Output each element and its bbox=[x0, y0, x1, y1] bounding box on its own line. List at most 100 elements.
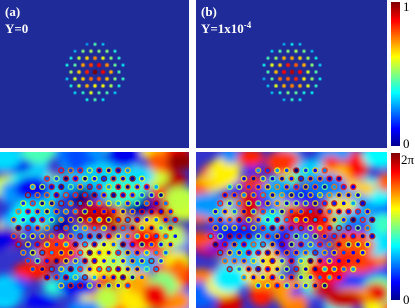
spot bbox=[310, 77, 314, 81]
vortex-core bbox=[341, 201, 346, 206]
vortex-core bbox=[218, 201, 223, 206]
vortex-core bbox=[149, 259, 154, 263]
vortex-core bbox=[270, 176, 275, 181]
vortex-core bbox=[111, 259, 116, 263]
vortex-core bbox=[346, 259, 351, 263]
vortex-core bbox=[322, 217, 327, 222]
vortex-core bbox=[227, 234, 232, 239]
spot bbox=[101, 42, 105, 46]
spot bbox=[73, 91, 77, 95]
vortex-core bbox=[308, 242, 313, 247]
vortex-core bbox=[35, 193, 40, 197]
spot bbox=[117, 56, 121, 60]
vortex-core bbox=[346, 242, 351, 247]
vortex-core bbox=[294, 234, 299, 239]
vortex-core bbox=[303, 185, 308, 189]
spot bbox=[314, 70, 318, 74]
phase-blob bbox=[374, 214, 387, 235]
phase-blob bbox=[142, 283, 168, 308]
vortex-core bbox=[322, 250, 327, 255]
vortex-core bbox=[49, 185, 54, 189]
vortex-core bbox=[83, 176, 87, 181]
spot bbox=[97, 49, 101, 53]
spot bbox=[93, 42, 97, 46]
phase-blob bbox=[147, 152, 168, 172]
vortex-core bbox=[327, 242, 332, 247]
vortex-core bbox=[106, 283, 111, 288]
vortex-core bbox=[135, 250, 140, 255]
vortex-core bbox=[83, 193, 87, 197]
param-exponent: -4 bbox=[244, 20, 252, 30]
vortex-core bbox=[121, 275, 125, 280]
vortex-core bbox=[83, 209, 87, 214]
phase-blob bbox=[164, 186, 189, 212]
vortex-core bbox=[308, 209, 313, 214]
vortex-core bbox=[64, 176, 68, 181]
vortex-core bbox=[111, 226, 116, 230]
vortex-core bbox=[327, 193, 332, 197]
vortex-core bbox=[97, 201, 102, 206]
vortex-core bbox=[318, 259, 322, 263]
vortex-core bbox=[45, 226, 49, 230]
vortex-core bbox=[242, 226, 246, 230]
vortex-core bbox=[64, 209, 68, 214]
vortex-core bbox=[242, 176, 246, 181]
spot bbox=[109, 70, 113, 74]
spot bbox=[101, 98, 105, 102]
vortex-core bbox=[303, 283, 308, 288]
vortex-core bbox=[87, 168, 92, 173]
vortex-core bbox=[125, 234, 130, 239]
spot bbox=[298, 83, 302, 88]
spot bbox=[310, 91, 314, 95]
vortex-core bbox=[261, 193, 265, 197]
vortex-core bbox=[223, 209, 227, 214]
vortex-core bbox=[332, 185, 337, 189]
vortex-core bbox=[294, 250, 299, 255]
vortex-core bbox=[64, 193, 68, 197]
vortex-core bbox=[332, 250, 337, 255]
spot bbox=[293, 63, 299, 68]
vortex-core bbox=[313, 201, 318, 206]
vortex-core bbox=[223, 193, 227, 197]
vortex-core bbox=[163, 234, 168, 239]
vortex-core bbox=[351, 234, 356, 239]
vortex-core bbox=[218, 234, 223, 239]
vortex-core bbox=[73, 242, 78, 247]
spot bbox=[281, 69, 287, 75]
spot bbox=[306, 84, 310, 88]
vortex-core bbox=[111, 275, 116, 280]
vortex-core bbox=[45, 275, 49, 280]
vortex-core bbox=[102, 275, 106, 280]
vortex-core bbox=[102, 209, 106, 214]
vortex-core bbox=[256, 201, 261, 206]
vortex-core bbox=[144, 267, 149, 271]
vortex-core bbox=[256, 250, 261, 255]
vortex-core bbox=[341, 234, 346, 239]
vortex-core bbox=[97, 217, 102, 222]
vortex-core bbox=[318, 209, 322, 214]
vortex-core bbox=[356, 242, 360, 247]
vortex-core bbox=[163, 201, 168, 206]
vortex-core bbox=[154, 185, 159, 189]
vortex-core bbox=[275, 283, 280, 288]
vortex-core bbox=[313, 185, 318, 189]
vortex-core bbox=[246, 217, 251, 222]
vortex-core bbox=[149, 242, 154, 247]
vortex-core bbox=[332, 201, 337, 206]
spot bbox=[96, 76, 102, 81]
phase-blob bbox=[291, 293, 308, 308]
param-base: Υ=1x10 bbox=[201, 21, 244, 36]
phase-blob bbox=[347, 152, 365, 180]
phase-blob bbox=[325, 291, 364, 308]
vortex-core bbox=[223, 242, 227, 247]
panel-label: (b) bbox=[201, 4, 217, 19]
vortex-core bbox=[356, 226, 360, 230]
spot bbox=[69, 56, 73, 60]
vortex-core bbox=[140, 259, 144, 263]
spot bbox=[100, 69, 106, 75]
vortex-core bbox=[102, 193, 106, 197]
vortex-core bbox=[97, 250, 102, 255]
vortex-core bbox=[35, 226, 40, 230]
vortex-core bbox=[261, 209, 265, 214]
vortex-core bbox=[21, 250, 26, 255]
